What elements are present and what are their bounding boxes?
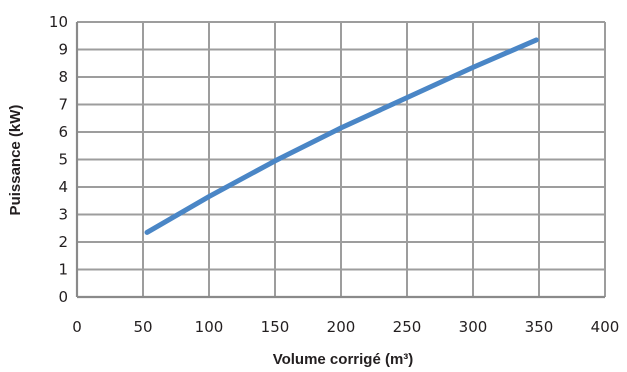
x-axis-title: Volume corrigé (m³)	[273, 351, 414, 368]
y-tick-label: 5	[58, 151, 68, 169]
y-tick-label: 8	[58, 68, 68, 86]
grid	[75, 21, 606, 299]
series-line	[144, 37, 539, 235]
x-tick-label: 150	[261, 318, 290, 336]
y-tick-label: 1	[58, 261, 68, 279]
x-tick-label: 350	[525, 318, 554, 336]
y-tick-label: 4	[58, 178, 68, 196]
x-tick-label: 400	[591, 318, 620, 336]
series-layer	[144, 37, 539, 235]
x-tick-label: 250	[393, 318, 422, 336]
y-axis-ticks: 0 1 2 3 4 5 6 7 8 9 10	[49, 13, 68, 306]
y-tick-label: 6	[58, 123, 68, 141]
x-tick-label: 200	[327, 318, 356, 336]
y-tick-label: 9	[58, 41, 68, 59]
y-tick-label: 10	[49, 13, 68, 31]
y-tick-label: 7	[58, 96, 68, 114]
y-tick-label: 3	[58, 206, 68, 224]
y-axis-title: Puissance (kW)	[7, 105, 24, 216]
x-tick-label: 50	[133, 318, 152, 336]
x-tick-label: 0	[72, 318, 82, 336]
y-tick-label: 2	[58, 233, 68, 251]
x-axis-ticks: 0 50 100 150 200 250 300 350 400	[72, 318, 619, 336]
y-tick-label: 0	[58, 288, 68, 306]
x-tick-label: 100	[195, 318, 224, 336]
x-tick-label: 300	[459, 318, 488, 336]
